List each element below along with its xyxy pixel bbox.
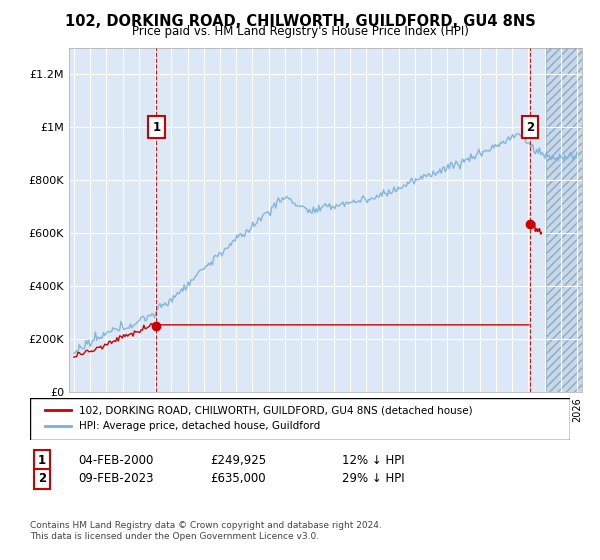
Text: 1: 1 [152, 120, 160, 134]
Text: 2: 2 [38, 472, 46, 486]
Bar [546, 48, 598, 392]
Text: £635,000: £635,000 [210, 472, 266, 486]
Text: This data is licensed under the Open Government Licence v3.0.: This data is licensed under the Open Gov… [30, 532, 319, 541]
Text: 04-FEB-2000: 04-FEB-2000 [78, 454, 154, 467]
Text: Price paid vs. HM Land Registry's House Price Index (HPI): Price paid vs. HM Land Registry's House … [131, 25, 469, 38]
Text: 2: 2 [526, 120, 534, 134]
Text: 102, DORKING ROAD, CHILWORTH, GUILDFORD, GU4 8NS: 102, DORKING ROAD, CHILWORTH, GUILDFORD,… [65, 14, 535, 29]
Text: 09-FEB-2023: 09-FEB-2023 [78, 472, 154, 486]
Legend: 102, DORKING ROAD, CHILWORTH, GUILDFORD, GU4 8NS (detached house), HPI: Average : 102, DORKING ROAD, CHILWORTH, GUILDFORD,… [41, 402, 477, 435]
Text: 1: 1 [38, 454, 46, 467]
Text: 12% ↓ HPI: 12% ↓ HPI [342, 454, 404, 467]
FancyBboxPatch shape [30, 398, 570, 440]
Text: Contains HM Land Registry data © Crown copyright and database right 2024.: Contains HM Land Registry data © Crown c… [30, 521, 382, 530]
Text: 29% ↓ HPI: 29% ↓ HPI [342, 472, 404, 486]
Text: £249,925: £249,925 [210, 454, 266, 467]
